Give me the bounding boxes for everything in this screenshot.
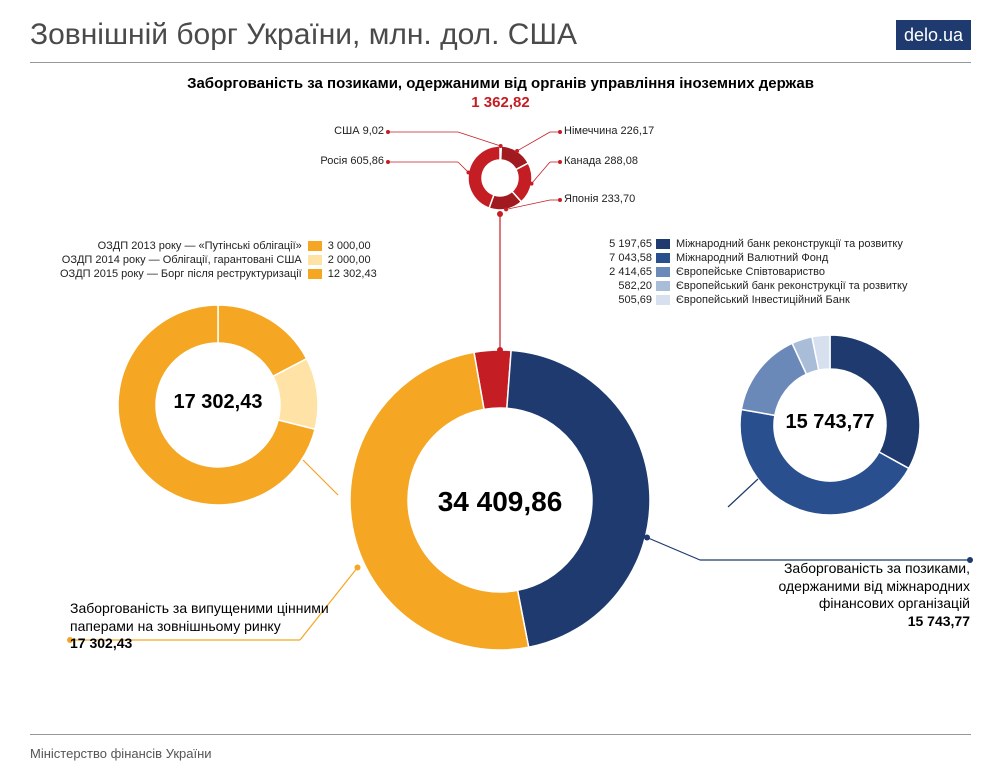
legend-label: ОЗДП 2014 року — Облігації, гарантовані … (62, 254, 302, 266)
legend-label: Європейське Співтовариство (676, 266, 825, 278)
right-caption-value: 15 743,77 (908, 613, 970, 629)
right-legend-row: 7 043,58 Міжнародний Валютний Фонд (600, 252, 907, 264)
legend-swatch (656, 253, 670, 263)
left-legend-row: ОЗДП 2013 року — «Путінські облігації» 3 … (60, 240, 388, 252)
legend-swatch (308, 241, 322, 251)
legend-swatch (656, 281, 670, 291)
left-legend-row: ОЗДП 2015 року — Борг після реструктуриз… (60, 268, 388, 280)
legend-swatch (308, 255, 322, 265)
left-legend: ОЗДП 2013 року — «Путінські облігації» 3 … (60, 240, 388, 282)
legend-value: 5 197,65 (600, 238, 652, 250)
top-donut-title: Заборгованість за позиками, одержаними в… (0, 75, 1001, 92)
legend-value: 505,69 (600, 294, 652, 306)
right-legend-row: 5 197,65 Міжнародний банк реконструкції т… (600, 238, 907, 250)
right-donut-center: 15 743,77 (750, 411, 910, 434)
legend-label: Європейський Інвестиційний Банк (676, 294, 850, 306)
left-caption-text: Заборгованість за випущеними цінними пап… (70, 600, 329, 634)
top-donut-slice-label: Німеччина 226,17 (564, 125, 654, 137)
top-donut-slice-label: США 9,02 (334, 125, 384, 137)
legend-value: 3 000,00 (328, 240, 388, 252)
top-donut-slice-label: Канада 288,08 (564, 155, 638, 167)
left-caption: Заборгованість за випущеними цінними пап… (70, 600, 350, 653)
legend-label: Міжнародний банк реконструкції та розвит… (676, 238, 903, 250)
logo-badge: delo.ua (896, 20, 971, 50)
legend-label: Європейський банк реконструкції та розви… (676, 280, 907, 292)
chart-canvas (0, 0, 1001, 773)
main-donut-center: 34 409,86 (420, 486, 580, 518)
legend-label: ОЗДП 2013 року — «Путінські облігації» (98, 240, 302, 252)
right-legend-row: 582,20 Європейський банк реконструкції та… (600, 280, 907, 292)
legend-swatch (656, 295, 670, 305)
legend-swatch (308, 269, 322, 279)
right-legend-row: 2 414,65 Європейське Співтовариство (600, 266, 907, 278)
legend-swatch (656, 239, 670, 249)
legend-value: 582,20 (600, 280, 652, 292)
right-legend: 5 197,65 Міжнародний банк реконструкції т… (600, 238, 907, 308)
left-donut-center: 17 302,43 (138, 391, 298, 414)
legend-value: 12 302,43 (328, 268, 388, 280)
left-caption-value: 17 302,43 (70, 635, 132, 651)
legend-label: ОЗДП 2015 року — Борг після реструктуриз… (60, 268, 302, 280)
page-title: Зовнішній борг України, млн. дол. США (30, 18, 577, 52)
legend-value: 2 414,65 (600, 266, 652, 278)
header-divider (30, 62, 971, 63)
right-caption: Заборгованість за позиками, одержаними в… (710, 560, 970, 630)
legend-label: Міжнародний Валютний Фонд (676, 252, 828, 264)
right-legend-row: 505,69 Європейський Інвестиційний Банк (600, 294, 907, 306)
top-donut-total: 1 362,82 (0, 94, 1001, 111)
legend-swatch (656, 267, 670, 277)
top-donut-slice-label: Японія 233,70 (564, 193, 635, 205)
legend-value: 2 000,00 (328, 254, 388, 266)
footer-divider (30, 734, 971, 735)
top-donut-slice-label: Росія 605,86 (320, 155, 384, 167)
right-caption-text: Заборгованість за позиками, одержаними в… (779, 560, 970, 611)
legend-value: 7 043,58 (600, 252, 652, 264)
left-legend-row: ОЗДП 2014 року — Облігації, гарантовані … (60, 254, 388, 266)
footer-source: Міністерство фінансів України (30, 746, 212, 761)
